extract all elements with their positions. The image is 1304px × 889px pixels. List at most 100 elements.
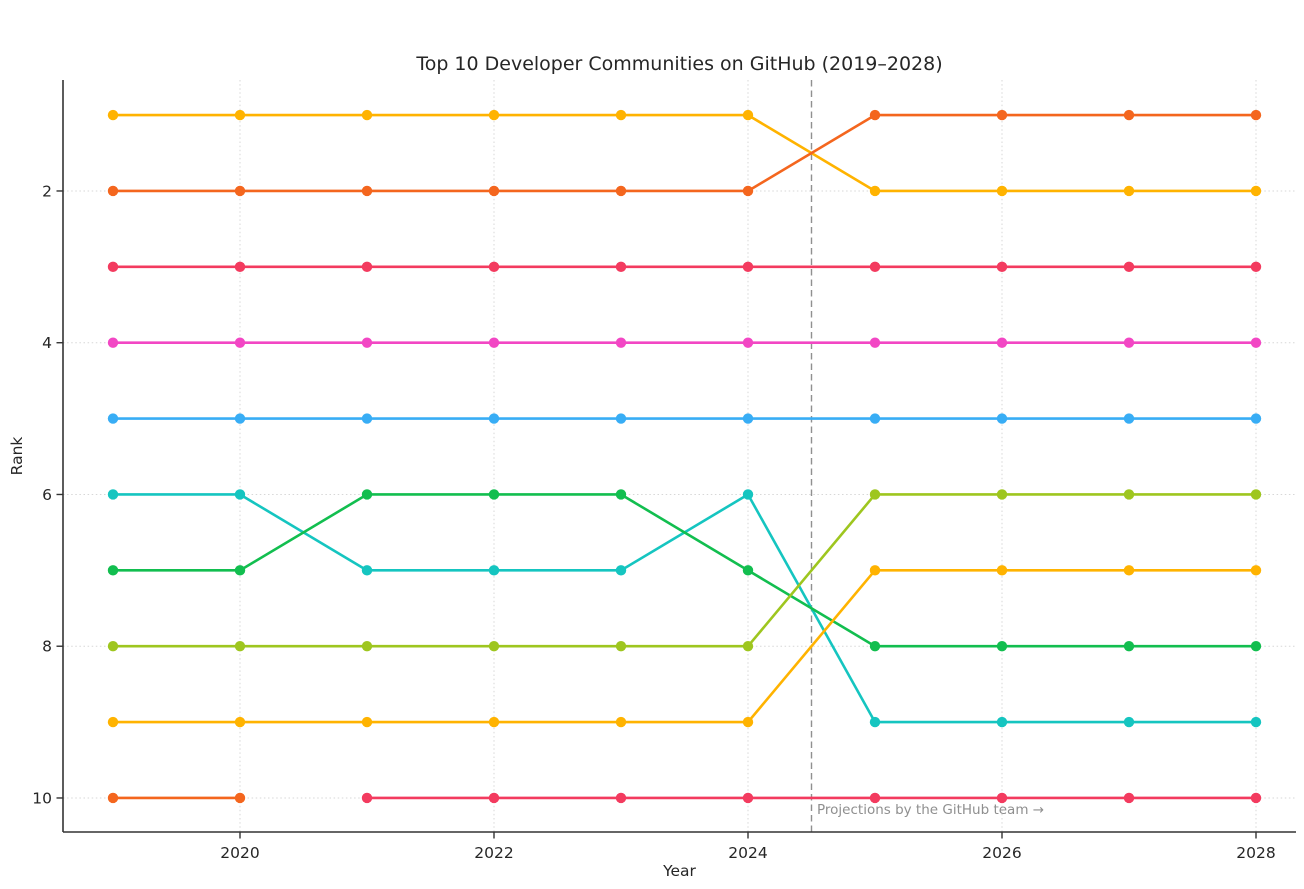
series-s08-marker [869,489,881,500]
series-s07-marker [361,489,373,500]
series-s05-marker [615,413,627,424]
x-tick-label: 2022 [474,844,513,862]
series-s06-marker [234,489,246,500]
series-s11-marker [869,792,881,804]
x-tick-label: 2028 [1236,844,1275,862]
series-s05-marker [361,413,373,424]
series-s07-marker [234,565,246,576]
series-s08-marker [996,489,1008,500]
series-s09-marker [488,716,500,728]
series-s02-line [111,113,1258,193]
series-s09-marker [361,716,373,728]
series-s05-marker [996,413,1008,424]
series-s09-marker [1123,565,1135,576]
series-s02-marker [615,185,627,197]
series-s06-marker [488,565,500,576]
series-s06-marker [615,565,627,576]
series-s01-marker [488,109,500,121]
series-s07-marker [742,565,754,576]
series-s03-marker [742,261,754,273]
series-s09-marker [742,716,754,728]
series-s11-marker [1250,792,1262,804]
series-s07-marker [996,641,1008,652]
series-s01-marker [361,109,373,121]
series-s04-marker [488,337,500,348]
series-s04-marker [361,337,373,348]
series-s02-marker [107,185,119,197]
series-s02-marker [234,185,246,197]
series-s01-line [111,113,1258,193]
series-s11-marker [1123,792,1135,804]
series-s07-marker [1123,641,1135,652]
series-s11-marker [488,792,500,804]
series-s02-marker [869,109,881,121]
series-s07-marker [615,489,627,500]
chart-title: Top 10 Developer Communities on GitHub (… [415,53,942,75]
series-s11-marker [742,792,754,804]
series-s01-marker [742,109,754,121]
series-s09-marker [615,716,627,728]
series-s03-marker [869,261,881,273]
series-s08-marker [107,641,119,652]
x-tick-label: 2020 [220,844,259,862]
series-s01-marker [234,109,246,121]
series-s06-marker [869,716,881,728]
series-s06-marker [996,716,1008,728]
y-tick-label: 4 [42,334,52,352]
series-s07-marker [869,641,881,652]
series-s08-line [111,493,1258,648]
y-tick-label: 8 [42,638,52,656]
series-s03-marker [1123,261,1135,273]
series-s08-marker [488,641,500,652]
series-s08-marker [234,641,246,652]
series-s03-marker [615,261,627,273]
series-s09-marker [1250,565,1262,576]
series-s05-marker [1250,413,1262,424]
series-s04-marker [615,337,627,348]
series-s08-marker [1250,489,1262,500]
series-s04-marker [1250,337,1262,348]
y-tick-label: 10 [32,789,52,807]
series-s05-marker [869,413,881,424]
series-s09-marker [869,565,881,576]
axes-layer: 2020 2022 2024 2026 2028 2 4 6 8 10 [32,80,1296,862]
series-s06-line [111,493,1258,724]
series-s07-marker [107,565,119,576]
series-s06-marker [1123,716,1135,728]
series-s07-marker [488,489,500,500]
series-s11-marker [361,792,373,804]
series-s04-marker [742,337,754,348]
projection-annotation-text: Projections by the GitHub team → [817,802,1044,818]
series-s04-marker [234,337,246,348]
series-s05-marker [234,413,246,424]
series-s06-marker [107,489,119,500]
series-s01-marker [107,109,119,121]
series-s02-marker [1123,109,1135,121]
series-s02-marker [488,185,500,197]
x-tick-label: 2024 [728,844,767,862]
series-s06-marker [1250,716,1262,728]
series-s02-marker [742,185,754,197]
series-s03-marker [996,261,1008,273]
y-tick-label: 2 [42,182,52,200]
series-s08-marker [1123,489,1135,500]
series-s09-marker [107,716,119,728]
series-s02-marker [996,109,1008,121]
series-s09-marker [234,716,246,728]
x-axis-label: Year [662,862,696,880]
series-s02-marker [1250,109,1262,121]
series-s08-marker [615,641,627,652]
series-s09-marker [996,565,1008,576]
series-s07-marker [1250,641,1262,652]
series-s03-marker [488,261,500,273]
grid-layer [63,80,1296,832]
series-s01-marker [1250,185,1262,197]
x-tick-label: 2026 [982,844,1021,862]
series-s10-marker [234,792,246,804]
series-s10-marker [107,792,119,804]
series-s07-line [111,493,1258,648]
series-s03-marker [1250,261,1262,273]
series-s06-marker [742,489,754,500]
